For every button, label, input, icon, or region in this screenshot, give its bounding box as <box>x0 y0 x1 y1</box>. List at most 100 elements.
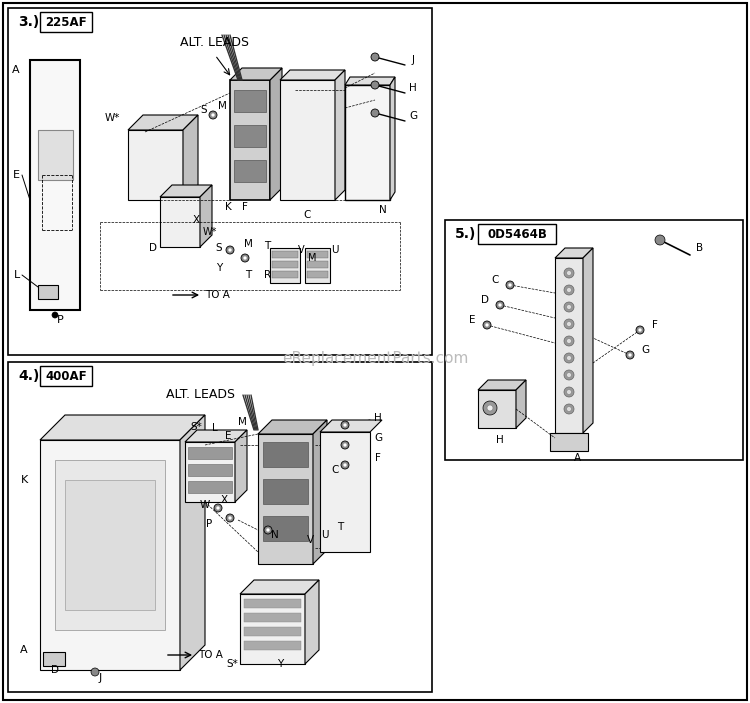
Bar <box>478 224 556 244</box>
Circle shape <box>52 312 58 318</box>
Bar <box>234 160 266 182</box>
Text: TO A: TO A <box>205 290 230 300</box>
Polygon shape <box>320 420 382 432</box>
Polygon shape <box>40 440 180 670</box>
Polygon shape <box>200 185 212 247</box>
Circle shape <box>216 506 220 510</box>
Text: 0D5464B: 0D5464B <box>487 228 547 240</box>
Circle shape <box>564 336 574 346</box>
Text: U: U <box>321 530 328 540</box>
Bar <box>188 447 232 459</box>
Bar <box>188 464 232 476</box>
Circle shape <box>566 356 572 361</box>
Text: B: B <box>697 243 703 253</box>
Bar <box>244 627 301 636</box>
Circle shape <box>628 353 632 357</box>
Text: 5.): 5.) <box>455 227 476 241</box>
Circle shape <box>214 504 222 512</box>
Bar <box>307 271 328 278</box>
Text: D: D <box>481 295 489 305</box>
Circle shape <box>566 373 572 378</box>
Circle shape <box>566 321 572 326</box>
Polygon shape <box>180 415 205 670</box>
Bar <box>55 460 165 630</box>
Polygon shape <box>280 80 335 200</box>
Polygon shape <box>478 380 526 390</box>
Text: J: J <box>412 55 415 65</box>
Text: J: J <box>98 673 102 683</box>
Text: G: G <box>409 111 417 121</box>
Bar <box>244 613 301 622</box>
Circle shape <box>566 389 572 394</box>
Polygon shape <box>390 77 395 200</box>
Text: ALT. LEADS: ALT. LEADS <box>166 389 235 401</box>
Circle shape <box>341 461 349 469</box>
Polygon shape <box>160 185 212 197</box>
Text: Y: Y <box>277 659 284 669</box>
Bar <box>345 85 390 200</box>
Text: E: E <box>225 431 231 441</box>
Circle shape <box>343 443 347 447</box>
Polygon shape <box>230 68 282 80</box>
Polygon shape <box>320 432 370 552</box>
Text: R: R <box>265 270 272 280</box>
Polygon shape <box>550 433 588 451</box>
Polygon shape <box>30 60 80 310</box>
Circle shape <box>655 235 665 245</box>
Circle shape <box>226 246 234 254</box>
Circle shape <box>243 256 247 260</box>
Circle shape <box>266 528 270 532</box>
Circle shape <box>483 401 497 415</box>
Text: U: U <box>332 245 339 255</box>
Text: eReplacementParts.com: eReplacementParts.com <box>282 351 468 366</box>
Bar <box>234 125 266 147</box>
Polygon shape <box>478 390 516 428</box>
Bar <box>8 362 432 692</box>
Polygon shape <box>345 77 395 85</box>
Text: K: K <box>21 475 28 485</box>
Circle shape <box>226 514 234 522</box>
Text: S*: S* <box>226 659 238 669</box>
Circle shape <box>564 387 574 397</box>
Circle shape <box>209 111 217 119</box>
Bar <box>244 641 301 650</box>
Polygon shape <box>128 130 183 200</box>
Bar <box>65 480 155 610</box>
Text: L: L <box>212 423 217 433</box>
Text: Y: Y <box>216 263 222 273</box>
Text: V: V <box>307 535 314 545</box>
Polygon shape <box>185 430 247 442</box>
Polygon shape <box>185 442 235 502</box>
Circle shape <box>91 668 99 676</box>
Polygon shape <box>335 70 345 200</box>
Circle shape <box>498 303 502 307</box>
Polygon shape <box>270 68 282 200</box>
Bar <box>307 251 328 258</box>
Circle shape <box>341 441 349 449</box>
Text: V: V <box>298 245 305 255</box>
Polygon shape <box>280 70 345 80</box>
Bar <box>270 248 300 283</box>
Text: 225AF: 225AF <box>45 15 87 29</box>
Text: N: N <box>272 530 279 540</box>
Bar <box>263 516 308 541</box>
Text: G: G <box>641 345 649 355</box>
Circle shape <box>564 370 574 380</box>
Circle shape <box>566 271 572 276</box>
Bar <box>272 271 298 278</box>
Text: 3.): 3.) <box>18 15 39 29</box>
Bar <box>305 248 330 283</box>
Polygon shape <box>555 258 583 433</box>
Circle shape <box>211 113 215 117</box>
Polygon shape <box>240 594 305 664</box>
Bar <box>40 12 92 32</box>
Text: H: H <box>410 83 417 93</box>
Circle shape <box>636 326 644 334</box>
Text: C: C <box>491 275 499 285</box>
Text: 400AF: 400AF <box>45 370 87 382</box>
Text: F: F <box>375 453 381 463</box>
Bar <box>272 261 298 268</box>
Circle shape <box>341 421 349 429</box>
Polygon shape <box>160 197 200 247</box>
Circle shape <box>228 516 232 520</box>
